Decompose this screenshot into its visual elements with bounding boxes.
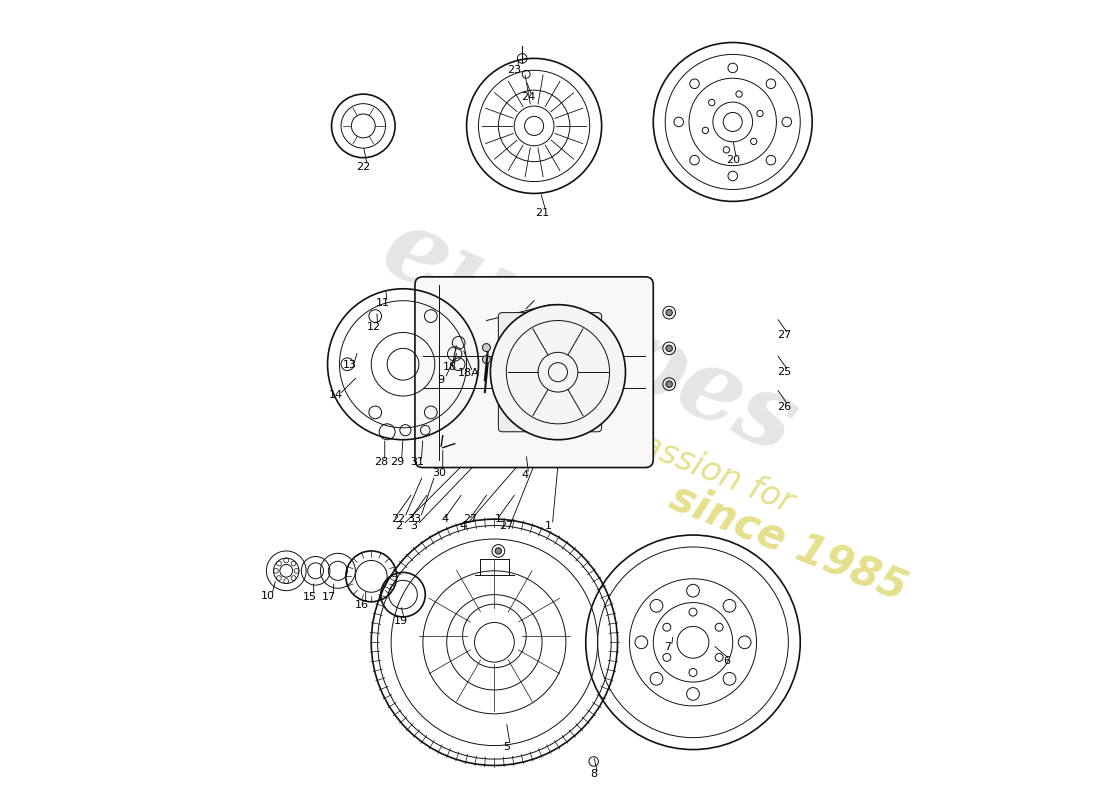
Text: 18: 18: [443, 362, 456, 372]
Text: 28: 28: [374, 457, 388, 467]
Text: 4: 4: [521, 470, 528, 480]
Text: 13: 13: [343, 360, 356, 370]
Text: 1: 1: [495, 514, 502, 525]
Text: 20: 20: [726, 155, 740, 166]
FancyBboxPatch shape: [498, 313, 602, 432]
Text: 2: 2: [396, 521, 403, 530]
Text: 12: 12: [366, 322, 381, 332]
Text: 16: 16: [354, 600, 368, 610]
Circle shape: [499, 355, 508, 363]
Text: 2: 2: [392, 514, 398, 525]
Circle shape: [666, 345, 672, 351]
Text: 25: 25: [778, 366, 791, 377]
Text: 26: 26: [778, 402, 791, 411]
Text: 15: 15: [304, 592, 317, 602]
Text: 3: 3: [412, 514, 420, 524]
Text: 27: 27: [778, 330, 792, 340]
Text: a passion for: a passion for: [587, 408, 799, 519]
Text: 3: 3: [407, 514, 415, 525]
Text: 2: 2: [397, 514, 404, 524]
Text: 7: 7: [664, 642, 671, 652]
Circle shape: [483, 355, 491, 363]
Text: 18A: 18A: [458, 368, 480, 378]
Circle shape: [517, 355, 526, 363]
Text: 31: 31: [410, 457, 425, 467]
Text: 27: 27: [499, 521, 514, 530]
Circle shape: [491, 305, 626, 440]
Text: 23: 23: [507, 65, 521, 74]
Text: 6: 6: [723, 656, 730, 666]
Circle shape: [499, 343, 508, 351]
Text: 29: 29: [390, 457, 405, 467]
Text: 3: 3: [410, 521, 417, 530]
Circle shape: [495, 548, 502, 554]
FancyBboxPatch shape: [415, 277, 653, 467]
Text: 22: 22: [356, 162, 371, 172]
Text: 14: 14: [329, 390, 342, 401]
Text: since 1985: since 1985: [663, 476, 913, 610]
Text: 17: 17: [322, 592, 337, 602]
Text: 27: 27: [463, 514, 477, 525]
Text: 10: 10: [261, 590, 275, 601]
Text: 24: 24: [520, 92, 535, 102]
Text: 11: 11: [376, 298, 390, 308]
Text: 8: 8: [590, 770, 597, 779]
Text: 5: 5: [503, 742, 509, 752]
Circle shape: [666, 381, 672, 387]
Circle shape: [483, 343, 491, 351]
Text: 4: 4: [459, 521, 466, 530]
Text: 1: 1: [544, 521, 552, 530]
Text: 30: 30: [432, 467, 446, 478]
Text: 21: 21: [535, 208, 549, 218]
Text: 19: 19: [394, 616, 408, 626]
Text: 9: 9: [438, 374, 444, 385]
Circle shape: [666, 310, 672, 316]
Text: 4: 4: [441, 514, 449, 525]
Text: europes: europes: [367, 198, 812, 474]
Circle shape: [517, 343, 526, 351]
